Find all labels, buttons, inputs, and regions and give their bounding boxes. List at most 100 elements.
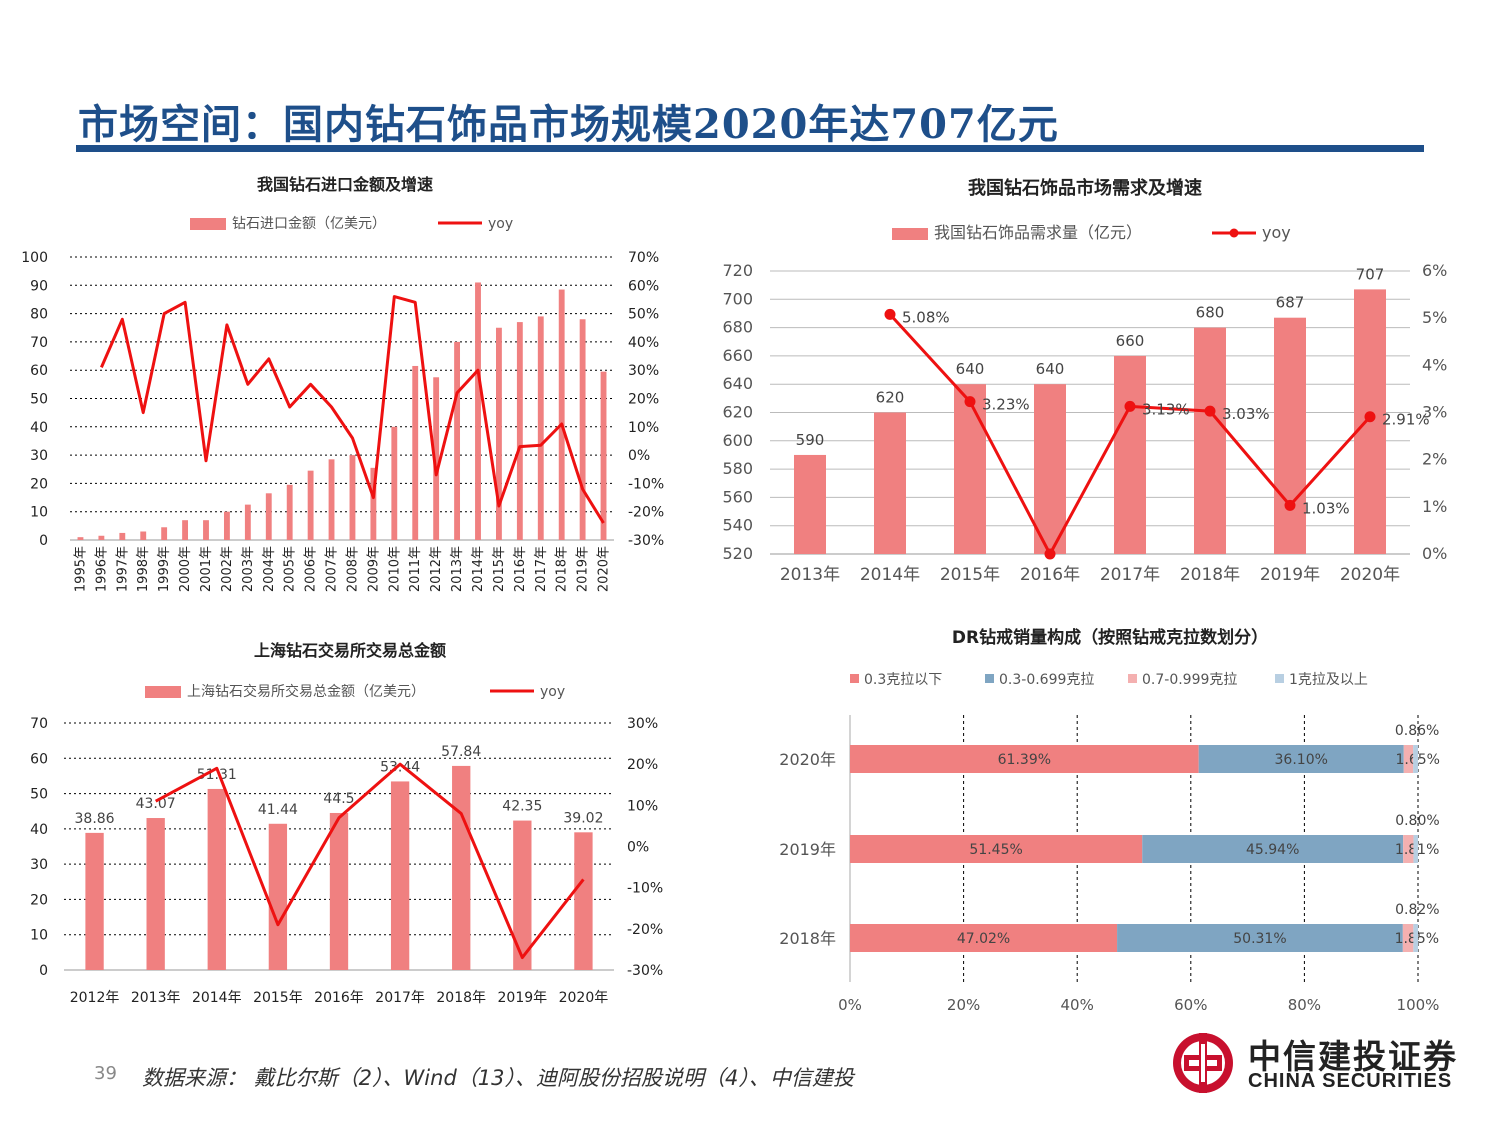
bar <box>516 322 523 540</box>
bar <box>182 520 189 540</box>
segment-label: 0.80% <box>1395 813 1439 829</box>
x-tick-label: 1999年 <box>157 546 172 592</box>
legend-label: 0.7-0.999克拉 <box>1142 672 1237 688</box>
chart-title: 上海钻石交易所交易总金额 <box>254 641 446 660</box>
yoy-point <box>1204 405 1216 417</box>
x-tick-label: 2020年 <box>597 546 612 592</box>
x-tick-label: 1998年 <box>136 546 151 592</box>
yoy-point <box>964 396 976 408</box>
y2-tick-label: 1% <box>1422 497 1447 516</box>
x-tick-label: 2018年 <box>436 990 486 1006</box>
y-tick-label: 720 <box>722 261 753 280</box>
x-tick-label: 2020年 <box>1340 565 1400 585</box>
x-tick-label: 2010年 <box>387 546 402 592</box>
bar <box>391 426 398 540</box>
y-tick-label: 70 <box>30 716 48 732</box>
bar <box>454 341 461 540</box>
x-tick-label: 2014年 <box>860 565 920 585</box>
x-tick-label: 2004年 <box>262 546 277 592</box>
bar <box>600 371 607 540</box>
bar <box>433 377 440 540</box>
bar <box>265 493 272 540</box>
bar-segment <box>1402 924 1414 952</box>
y-tick-label: 40 <box>30 822 48 838</box>
bar <box>794 454 826 554</box>
bar-value-label: 43.07 <box>136 796 176 812</box>
y2-tick-label: 4% <box>1422 355 1447 374</box>
bar <box>146 818 165 970</box>
y2-tick-label: 0% <box>627 840 649 856</box>
x-tick-label: 2012年 <box>70 990 120 1006</box>
title-rule <box>76 145 1424 152</box>
y-tick-label: 620 <box>722 403 753 422</box>
y-tick-label: 60 <box>30 363 48 379</box>
yoy-point <box>884 308 896 320</box>
bar <box>874 412 906 554</box>
y-tick-label: 60 <box>30 751 48 767</box>
chart-dr: DR钻戒销量构成（按照钻戒克拉数划分） 0.3克拉以下 0.3-0.699克拉 0.7… <box>779 627 1440 1014</box>
bar <box>286 484 293 540</box>
x-tick-label: 0% <box>838 996 862 1014</box>
x-tick-label: 2016年 <box>513 546 528 592</box>
y-tick-label: 520 <box>722 544 753 563</box>
bar <box>119 532 126 540</box>
logo-text-cn: 中信建投证券 <box>1248 1037 1458 1076</box>
bar-value-label: 57.84 <box>441 744 481 760</box>
chart-title: 我国钻石进口金额及增速 <box>257 175 433 194</box>
bar <box>307 470 314 540</box>
x-tick-label: 2013年 <box>450 546 465 592</box>
legend-swatch <box>1128 674 1137 683</box>
y2-tick-label: 30% <box>627 716 658 732</box>
bar <box>452 765 471 970</box>
yoy-point <box>1364 411 1376 423</box>
segment-label: 45.94% <box>1246 842 1299 858</box>
chart-title: 我国钻石饰品市场需求及增速 <box>968 177 1202 199</box>
x-tick-label: 100% <box>1397 996 1440 1014</box>
y-tick-label: 40 <box>30 420 48 436</box>
legend-line-marker <box>1229 228 1239 238</box>
bar-segment <box>1413 745 1418 773</box>
bar <box>140 531 147 540</box>
legend-bar-swatch <box>190 218 226 230</box>
y-tick-label: 680 <box>722 318 753 337</box>
y-tick-label: 10 <box>30 505 48 521</box>
y-tick-label: 100 <box>21 250 48 266</box>
x-tick-label: 2009年 <box>366 546 381 592</box>
bar-value-label: 640 <box>1036 360 1065 378</box>
bar-value-label: 42.35 <box>502 799 542 815</box>
legend-line-label: yoy <box>1262 223 1291 242</box>
bar <box>475 282 481 540</box>
segment-label: 51.45% <box>969 842 1022 858</box>
bar-segment <box>1403 835 1414 863</box>
bar-value-label: 640 <box>956 360 985 378</box>
x-tick-label: 60% <box>1174 996 1207 1014</box>
bar <box>579 319 586 540</box>
x-tick-label: 2000年 <box>178 546 193 592</box>
y-tick-label: 580 <box>722 459 753 478</box>
yoy-label: 3.13% <box>1142 400 1190 418</box>
bar <box>537 316 544 540</box>
legend-bar-label: 上海钻石交易所交易总金额（亿美元） <box>187 683 425 700</box>
y2-tick-label: 30% <box>628 363 659 379</box>
y2-tick-label: 50% <box>628 307 659 323</box>
data-source: 数据来源： 戴比尔斯（2）、Wind（13）、迪阿股份招股说明（4）、中信建投 <box>142 1066 854 1090</box>
x-tick-label: 2016年 <box>314 990 364 1006</box>
legend-label: 1克拉及以上 <box>1289 672 1368 688</box>
y2-tick-label: 3% <box>1422 403 1447 422</box>
y-tick-label: 10 <box>30 928 48 944</box>
bar-value-label: 620 <box>876 389 905 407</box>
bar-segment <box>1142 835 1404 863</box>
x-tick-label: 1997年 <box>115 546 130 592</box>
bar <box>513 820 532 970</box>
citic-logo-icon <box>1173 1033 1233 1093</box>
y-tick-label: 70 <box>30 335 48 351</box>
bar <box>558 289 565 540</box>
bar-value-label: 680 <box>1196 304 1225 322</box>
legend-swatch <box>850 674 859 683</box>
x-tick-label: 2008年 <box>345 546 360 592</box>
yoy-line <box>100 295 605 524</box>
yoy-point <box>1044 548 1056 560</box>
y-tick-label: 80 <box>30 307 48 323</box>
bar <box>244 504 251 540</box>
